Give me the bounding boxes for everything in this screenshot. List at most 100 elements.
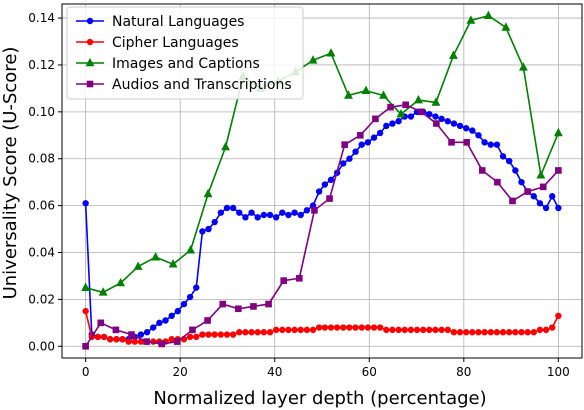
legend-label: Images and Captions: [112, 56, 260, 72]
data-point: [285, 326, 292, 334]
data-point: [419, 326, 427, 334]
data-point: [260, 329, 268, 336]
data-point: [143, 338, 150, 345]
data-point: [327, 176, 335, 184]
data-point: [223, 204, 231, 212]
data-point: [266, 211, 274, 219]
data-point: [352, 148, 359, 155]
data-point: [326, 48, 336, 57]
data-point: [168, 259, 178, 268]
y-axis-label: Universality Score (U-Score): [0, 47, 21, 300]
data-point: [98, 287, 108, 296]
data-point: [205, 331, 212, 338]
y-tick-label: 0.12: [28, 58, 55, 72]
data-point: [189, 326, 196, 334]
data-point: [297, 211, 304, 219]
data-point: [235, 305, 242, 313]
data-point: [285, 211, 292, 219]
data-point: [494, 178, 501, 186]
data-point: [432, 326, 439, 334]
data-point: [303, 326, 311, 334]
data-point: [193, 284, 200, 291]
data-point: [242, 214, 249, 221]
data-point: [229, 204, 237, 212]
axis-ticks: 0 20 40 60 80 100 0.00 0.02 0.04 0.06 0.08 0.10 0.12…: [28, 11, 570, 379]
data-point: [539, 183, 547, 191]
legend-marker: [86, 38, 94, 46]
data-point: [389, 120, 396, 127]
legend-entry: Images and Captions: [76, 56, 260, 72]
data-point: [389, 326, 396, 334]
data-point: [402, 101, 409, 109]
legend-marker: [86, 17, 94, 25]
data-point: [186, 293, 194, 301]
data-point: [254, 214, 261, 221]
data-point: [463, 139, 470, 146]
legend-frame: [66, 6, 304, 100]
data-point: [555, 167, 562, 174]
data-point: [358, 141, 365, 148]
data-point: [501, 22, 511, 31]
data-point: [219, 300, 227, 308]
data-point: [82, 307, 89, 315]
data-point: [358, 324, 365, 331]
data-point: [229, 331, 237, 338]
data-point: [150, 324, 157, 331]
data-point: [151, 252, 161, 261]
data-point: [387, 103, 394, 111]
data-point: [444, 326, 451, 334]
data-point: [379, 90, 388, 99]
data-point: [248, 329, 255, 336]
x-tick-label: 100: [547, 365, 570, 379]
legend-label: Cipher Languages: [112, 35, 239, 51]
grid-lines: [62, 4, 582, 358]
data-point: [444, 118, 451, 125]
data-point: [481, 139, 488, 146]
data-point: [530, 193, 537, 200]
data-point: [383, 326, 390, 334]
series-lines: [81, 10, 563, 350]
y-tick-label: 0.14: [28, 11, 55, 25]
data-point: [426, 110, 433, 118]
data-point: [211, 331, 218, 338]
data-point: [236, 209, 243, 216]
data-point: [260, 211, 268, 219]
data-point: [94, 333, 102, 341]
data-point: [536, 170, 546, 179]
data-point: [395, 326, 402, 334]
data-point: [162, 317, 169, 324]
data-point: [518, 62, 528, 71]
data-point: [143, 329, 151, 336]
data-point: [395, 118, 402, 125]
data-point: [279, 209, 286, 216]
legend-entry: Natural Languages: [76, 14, 244, 30]
data-point: [438, 115, 445, 123]
data-point: [462, 329, 470, 336]
data-point: [364, 324, 372, 331]
x-tick-label: 20: [173, 365, 188, 379]
data-point: [549, 193, 556, 200]
data-point: [478, 167, 486, 174]
data-point: [487, 141, 494, 148]
data-point: [333, 324, 341, 331]
data-point: [536, 200, 544, 207]
data-point: [199, 331, 206, 338]
data-point: [493, 329, 501, 336]
data-point: [450, 120, 458, 127]
data-point: [217, 209, 225, 216]
data-point: [158, 340, 166, 348]
data-point: [346, 324, 353, 331]
data-point: [327, 324, 335, 331]
data-point: [364, 139, 372, 146]
data-point: [466, 15, 476, 24]
data-point: [221, 141, 230, 151]
data-point: [530, 329, 537, 336]
data-point: [456, 329, 464, 336]
data-point: [315, 188, 323, 195]
data-point: [512, 167, 519, 174]
data-point: [483, 10, 493, 20]
data-point: [131, 338, 139, 345]
y-tick-label: 0.06: [28, 199, 55, 213]
data-point: [168, 336, 175, 343]
